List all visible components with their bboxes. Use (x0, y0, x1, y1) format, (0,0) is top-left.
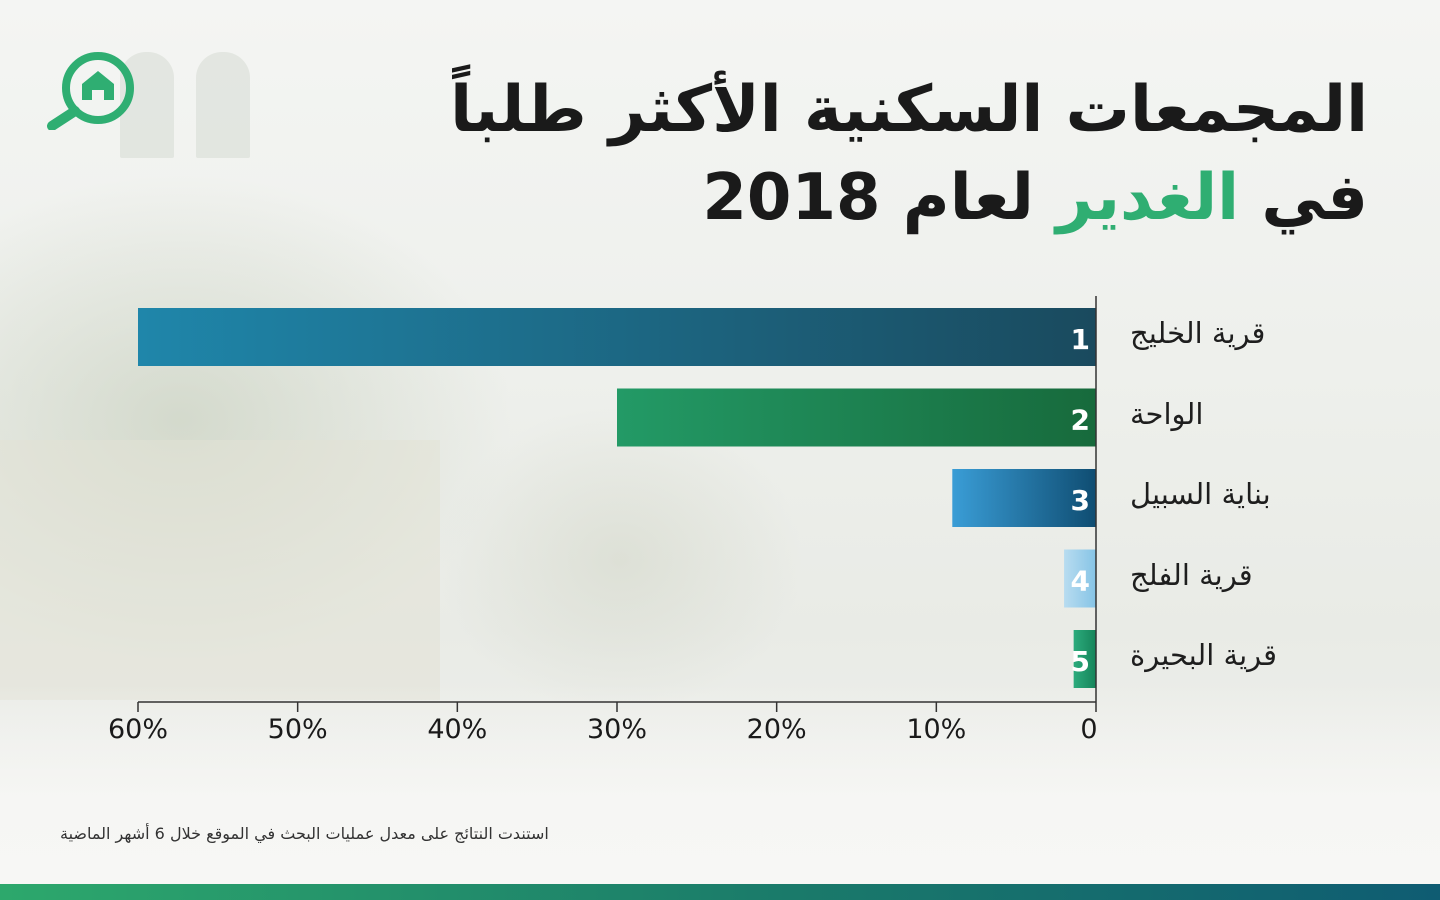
title-line-2-suffix: لعام 2018 (702, 161, 1034, 235)
bar-rank-label: 3 (1071, 484, 1090, 517)
title-line-2-prefix: في (1261, 161, 1368, 235)
x-tick-label: 10% (906, 714, 966, 745)
background-wall (0, 440, 440, 700)
chart-title: المجمعات السكنية الأكثر طلباً في الغدير … (450, 66, 1368, 242)
category-label: الواحة (1130, 396, 1204, 431)
home-search-icon (47, 52, 134, 130)
x-tick-label: 40% (427, 714, 487, 745)
bar (617, 388, 1096, 447)
category-label: قرية الخليج (1130, 316, 1266, 350)
x-tick-label: 30% (587, 714, 647, 745)
bar-rank-label: 4 (1071, 565, 1090, 598)
x-tick-label: 20% (747, 714, 807, 745)
footnote: استندت النتائج على معدل عمليات البحث في … (60, 824, 549, 843)
x-tick-label: 0 (1080, 714, 1097, 745)
background-fade (0, 684, 1440, 884)
title-line-1: المجمعات السكنية الأكثر طلباً (450, 73, 1368, 147)
category-label: قرية الفلج (1130, 557, 1253, 592)
bar-rank-label: 2 (1071, 404, 1090, 437)
bar (1073, 630, 1096, 688)
bar (952, 469, 1096, 527)
bar (138, 308, 1096, 366)
category-label: بناية السبيل (1130, 477, 1271, 511)
background-window (196, 52, 250, 158)
bar-rank-label: 5 (1071, 645, 1090, 678)
bar-rank-label: 1 (1071, 323, 1090, 356)
x-tick-label: 60% (108, 714, 168, 745)
bottom-accent-strip (0, 884, 1440, 900)
title-line-2-highlight: الغدير (1056, 161, 1240, 235)
category-label: قرية البحيرة (1130, 638, 1278, 672)
x-tick-label: 50% (268, 714, 328, 745)
bar (1064, 549, 1096, 608)
